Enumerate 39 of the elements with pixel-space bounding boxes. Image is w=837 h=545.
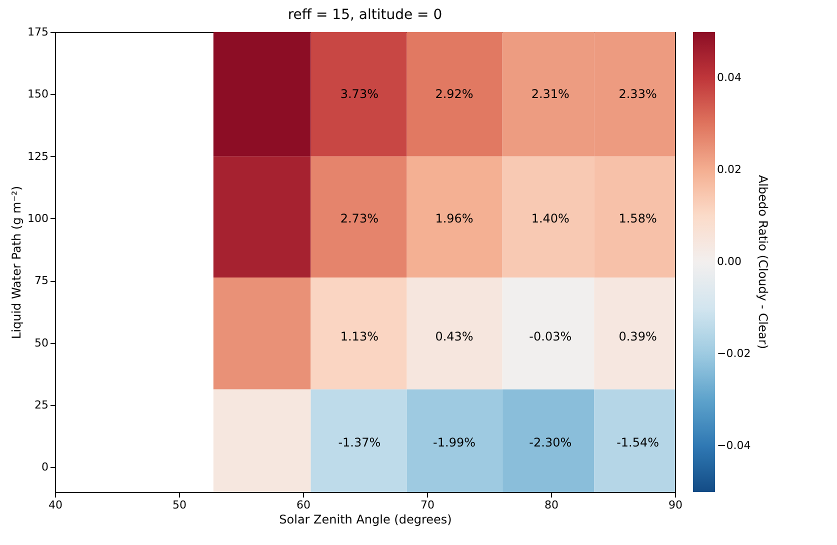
data-label: 1.96% bbox=[435, 211, 474, 226]
y-tick-label: 150 bbox=[28, 88, 48, 101]
data-label: 1.13% bbox=[340, 330, 378, 344]
y-tick-label: 125 bbox=[28, 150, 48, 163]
y-axis-title: Liquid Water Path (g m⁻²) bbox=[10, 186, 24, 340]
y-tick-label: 0 bbox=[42, 460, 48, 474]
color-bar-label: 0.00 bbox=[717, 255, 742, 268]
data-label: 0.39% bbox=[618, 330, 657, 344]
x-tick-label: 50 bbox=[172, 498, 186, 512]
x-tick-label: 90 bbox=[668, 498, 682, 512]
data-label: 2.31% bbox=[531, 87, 570, 102]
x-tick-label: 40 bbox=[48, 498, 62, 512]
data-label: -1.99% bbox=[433, 435, 476, 450]
data-label: -2.30% bbox=[529, 435, 572, 450]
data-label: 1.58% bbox=[618, 211, 657, 226]
color-bar-title: Albedo Ratio (Cloudy - Clear) bbox=[756, 174, 770, 350]
chart-title: reff = 15, altitude = 0 bbox=[288, 7, 442, 23]
x-tick-label: 60 bbox=[296, 498, 310, 512]
y-tick-label: 75 bbox=[34, 274, 48, 288]
data-label: -1.54% bbox=[616, 435, 660, 450]
data-label: 2.73% bbox=[340, 211, 378, 226]
x-tick-label: 80 bbox=[544, 498, 558, 512]
color-bar-label: −0.04 bbox=[717, 439, 751, 452]
x-axis-title: Solar Zenith Angle (degrees) bbox=[279, 512, 452, 526]
data-label: -1.37% bbox=[338, 435, 381, 450]
y-tick-label: 50 bbox=[34, 336, 48, 350]
y-tick-label: 25 bbox=[34, 398, 48, 412]
data-label: 2.33% bbox=[618, 87, 657, 102]
color-bar-label: 0.04 bbox=[717, 71, 742, 84]
data-label: 2.92% bbox=[435, 87, 474, 102]
data-label: -0.03% bbox=[529, 330, 572, 344]
y-tick-label: 175 bbox=[28, 26, 48, 38]
data-label: 1.40% bbox=[531, 211, 570, 226]
data-label: 3.73% bbox=[340, 87, 378, 102]
color-bar-label: −0.02 bbox=[717, 347, 751, 360]
data-label: 0.43% bbox=[435, 330, 474, 344]
x-tick-label: 70 bbox=[420, 498, 434, 512]
color-bar-label: 0.02 bbox=[717, 163, 742, 176]
y-tick-label: 100 bbox=[28, 212, 48, 225]
